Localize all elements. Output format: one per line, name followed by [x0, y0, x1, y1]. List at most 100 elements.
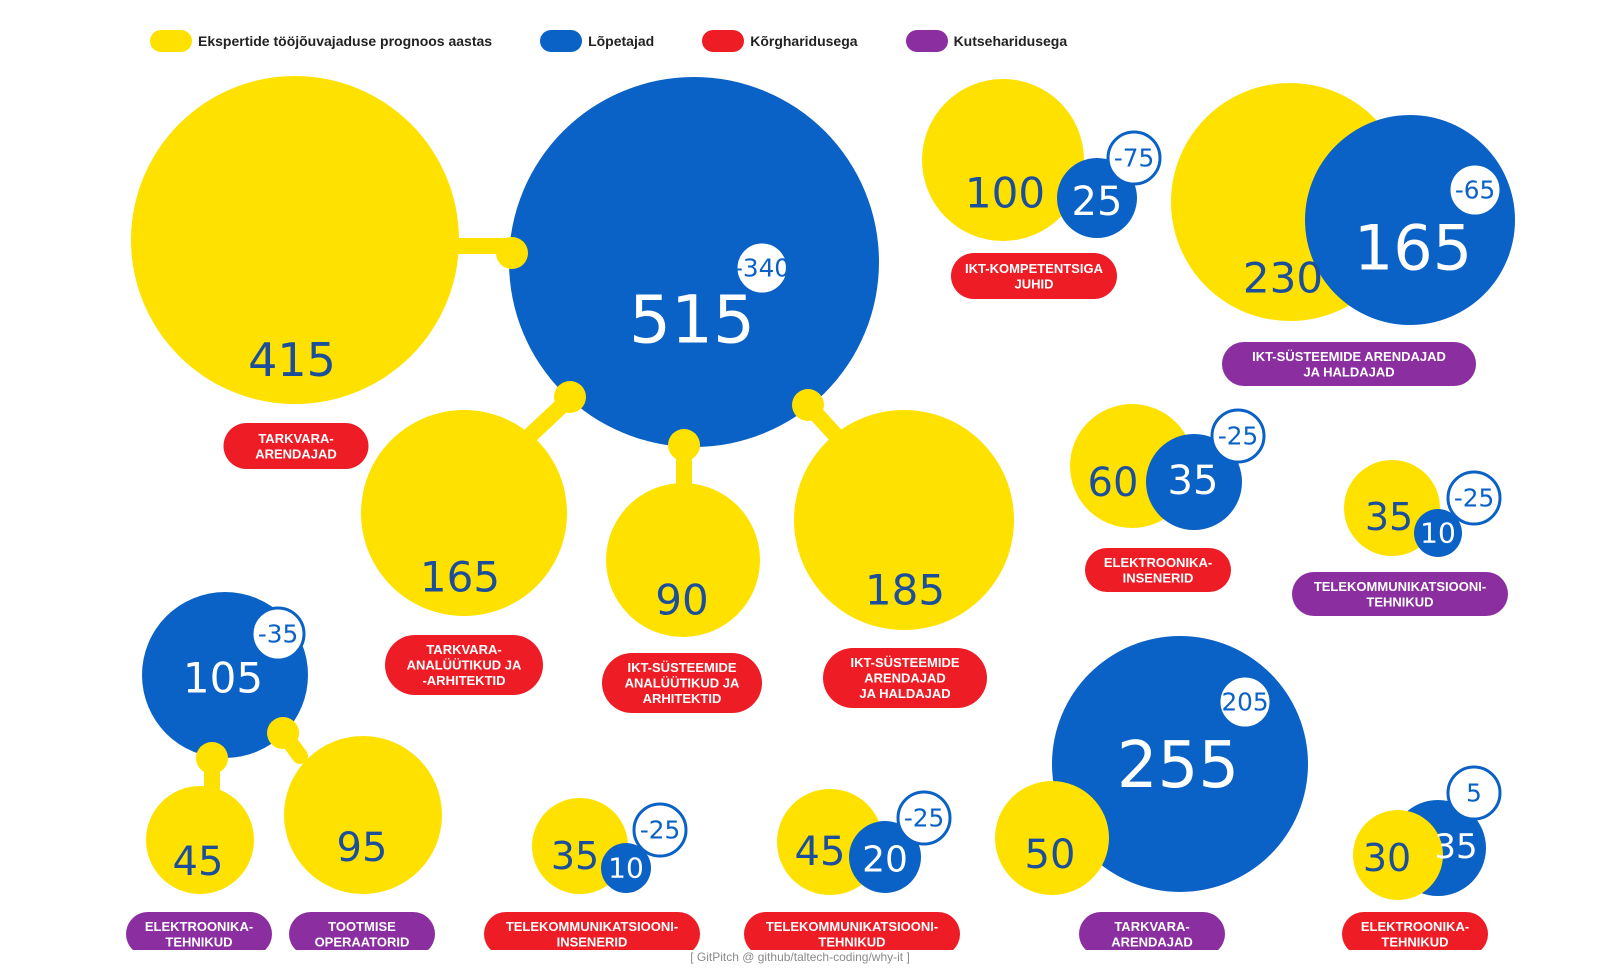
elektroonika-tehnikud-kutse-knob — [196, 742, 228, 774]
ikt-arendajad-knob — [792, 389, 824, 421]
footer-credit: [ GitPitch @ github/taltech-coding/why-i… — [690, 950, 910, 964]
diff-badge-ikt-juhid: -75 — [1114, 144, 1154, 173]
graduates-bubble-telekom-tehnikud-kutse — [1414, 509, 1462, 557]
label-ikt-juhid-pill — [951, 253, 1117, 299]
demand-bubble-tarkvara-analuutikud — [361, 410, 567, 616]
label-telekom-insenerid-label: TELEKOMMUNIKATSIOONI- — [506, 919, 678, 934]
label-elektroonika-tehnikud-kutse-label: ELEKTROONIKA- — [145, 919, 253, 934]
diff-badge-elektroonika-insenerid: -25 — [1218, 422, 1258, 451]
label-tarkvara-kutse-label: ARENDAJAD — [1111, 934, 1193, 949]
label-telekom-tehnikud-korg-pill — [744, 912, 960, 950]
legend-label-higher-education: Kõrgharidusega — [750, 33, 858, 49]
demand-value-ikt-arendajad: 185 — [865, 566, 945, 615]
label-telekom-tehnikud-kutse-label: TEHNIKUD — [1366, 594, 1433, 609]
graduates-value-telekom-tehnikud-kutse: 10 — [1420, 517, 1456, 550]
label-telekom-tehnikud-korg-label: TELEKOMMUNIKATSIOONI- — [766, 919, 938, 934]
label-elektroonika-tehnikud-kutse-label: TEHNIKUD — [165, 934, 232, 949]
label-ikt-juhid-label: JUHID — [1014, 276, 1053, 291]
diff-badge-telekom-tehnikud-korg-circle — [896, 790, 952, 846]
label-tarkvara-kutse-pill — [1079, 912, 1225, 950]
label-ikt-analuutikud-label: ANALÜÜTIKUD JA — [625, 676, 740, 691]
diff-badge-telekom-tehnikud-kutse: -25 — [1454, 484, 1494, 513]
label-ikt-arendajad-kutse-label: IKT-SÜSTEEMIDE ARENDAJAD — [1252, 349, 1446, 364]
tootmise-operaatorid-knob — [267, 717, 299, 749]
diff-badge-tarkvara-kutse-circle — [1217, 674, 1273, 730]
label-ikt-analuutikud-pill — [602, 653, 762, 713]
graduates-value-telekom-insenerid: 10 — [608, 852, 644, 885]
demand-value-elektroonika-insenerid: 60 — [1088, 460, 1139, 506]
label-tarkvara-arendajad-label: ARENDAJAD — [255, 446, 337, 461]
graduates-bubble-elektroonika-insenerid — [1146, 434, 1242, 530]
label-ikt-arendajad-label: IKT-SÜSTEEMIDE — [850, 655, 959, 670]
demand-value-tarkvara-kutse: 50 — [1025, 832, 1076, 878]
label-tootmise-operaatorid-pill — [289, 912, 435, 950]
diff-badge-ikt-arendajad-kutse-circle — [1447, 162, 1503, 218]
label-ikt-analuutikud-label: ARHITEKTID — [643, 691, 722, 706]
legend-item-higher-education: Kõrgharidusega — [702, 30, 858, 52]
demand-value-elektroonika-tehnikud-kutse: 45 — [173, 839, 224, 885]
demand-value-tarkvara-analuutikud: 165 — [420, 553, 500, 602]
graduates-value-ikt-juhid: 25 — [1072, 179, 1123, 225]
graduates-value-telekom-tehnikud-korg: 20 — [862, 840, 908, 881]
label-telekom-insenerid-pill — [484, 912, 700, 950]
graduates-value-ict-higher: 515 — [629, 282, 755, 359]
label-elektroonika-tehnikud-korg-label: ELEKTROONIKA- — [1361, 919, 1469, 934]
label-tarkvara-analuutikud-label: ANALÜÜTIKUD JA — [407, 658, 522, 673]
demand-value-ikt-juhid: 100 — [965, 169, 1045, 218]
diff-badge-ict-higher: -340 — [734, 254, 790, 283]
legend-item-vocational-education: Kutseharidusega — [905, 30, 1068, 52]
diff-badge-telekom-insenerid: -25 — [640, 816, 680, 845]
graduates-bubble-telekom-insenerid — [601, 843, 651, 893]
demand-bubble-ikt-juhid — [922, 79, 1084, 241]
graduates-value-tarkvara-kutse: 255 — [1117, 729, 1239, 803]
ikt-analuutikud-knob — [668, 429, 700, 461]
legend-item-graduates: Lõpetajad — [540, 30, 654, 52]
label-telekom-tehnikud-kutse-pill — [1292, 572, 1508, 616]
graduates-bubble-telekom-tehnikud-korg — [849, 821, 921, 893]
label-tootmise-operaatorid-label: TOOTMISE — [328, 919, 396, 934]
diff-badge-telekom-tehnikud-kutse-circle — [1446, 470, 1502, 526]
demand-value-telekom-tehnikud-korg: 45 — [795, 829, 846, 875]
graduates-value-ict-vocational: 105 — [183, 654, 263, 703]
label-telekom-tehnikud-kutse-label: TELEKOMMUNIKATSIOONI- — [1314, 579, 1486, 594]
diff-badge-ikt-juhid-circle — [1106, 130, 1162, 186]
graduates-value-ikt-arendajad-kutse: 165 — [1354, 212, 1472, 285]
label-elektroonika-insenerid-pill — [1085, 548, 1231, 592]
diff-badge-ict-vocational-circle — [250, 606, 306, 662]
demand-bubble-tarkvara-arendajad — [131, 76, 459, 404]
demand-bubble-elektroonika-tehnikud-korg — [1353, 810, 1443, 900]
label-elektroonika-tehnikud-korg-pill — [1342, 912, 1488, 950]
label-ikt-arendajad-label: ARENDAJAD — [864, 671, 946, 686]
graduates-bubble-ict-higher — [509, 77, 879, 447]
label-tarkvara-analuutikud-pill — [385, 635, 543, 695]
demand-bubble-ikt-analuutikud — [606, 483, 760, 637]
chart-legend: Ekspertide tööjõuvajaduse prognoos aasta… — [150, 28, 1115, 54]
diff-badge-elektroonika-insenerid-circle — [1210, 408, 1266, 464]
label-ikt-juhid-label: IKT-KOMPETENTSIGA — [965, 261, 1104, 276]
label-tarkvara-arendajad-pill — [223, 423, 369, 469]
legend-label-vocational-education: Kutseharidusega — [953, 33, 1068, 49]
label-elektroonika-insenerid-label: INSENERID — [1123, 570, 1194, 585]
label-elektroonika-tehnikud-kutse-pill — [126, 912, 272, 950]
legend-swatch-higher-education — [702, 30, 745, 52]
label-tarkvara-arendajad-label: TARKVARA- — [258, 431, 333, 446]
legend-swatch-demand — [150, 30, 192, 52]
diff-badge-elektroonika-tehnikud-korg-circle — [1446, 765, 1502, 821]
demand-value-tarkvara-arendajad: 415 — [248, 333, 336, 387]
legend-label-demand: Ekspertide tööjõuvajaduse prognoos aasta… — [198, 33, 493, 49]
tarkvara-arendajad-knob — [496, 237, 528, 269]
diff-badge-ict-vocational: -35 — [258, 620, 298, 649]
diff-badge-telekom-insenerid-circle — [632, 802, 688, 858]
label-tarkvara-analuutikud-label: TARKVARA- — [426, 642, 501, 657]
label-ikt-arendajad-label: JA HALDAJAD — [859, 686, 950, 701]
legend-item-demand: Ekspertide tööjõuvajaduse prognoos aasta… — [150, 30, 492, 52]
demand-bubble-ikt-arendajad — [794, 410, 1014, 630]
label-telekom-tehnikud-korg-label: TEHNIKUD — [818, 934, 885, 949]
label-ikt-arendajad-kutse-pill — [1222, 342, 1476, 386]
diff-badge-tarkvara-kutse: 205 — [1221, 688, 1268, 717]
legend-swatch-vocational-education — [905, 30, 948, 52]
legend-swatch-graduates — [540, 30, 583, 52]
label-tarkvara-analuutikud-label: -ARHITEKTID — [422, 673, 505, 688]
demand-value-ikt-analuutikud: 90 — [655, 576, 708, 625]
